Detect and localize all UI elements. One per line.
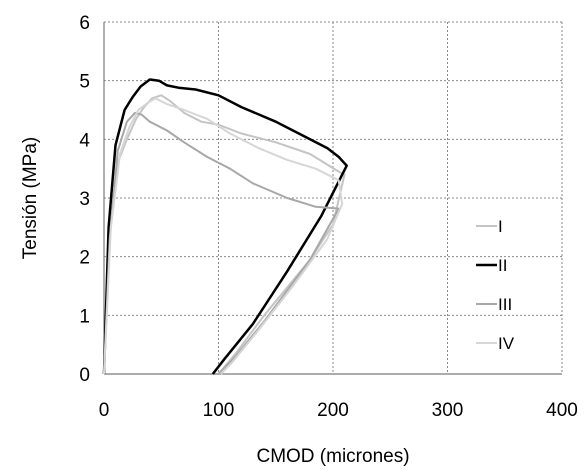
series-line-3 [103, 111, 340, 375]
tick-labels: 0 1 2 3 4 5 6 0 100 200 300 400 [79, 13, 577, 421]
series-line-1 [103, 94, 346, 375]
y-axis-title: Tensión (MPa) [20, 137, 41, 260]
series-line-2 [102, 78, 348, 375]
y-tick-label: 4 [79, 130, 90, 151]
x-tick-label: 400 [546, 400, 578, 421]
y-tick-label: 0 [79, 365, 90, 386]
y-tick-label: 1 [79, 306, 90, 327]
x-tick-label: 0 [99, 400, 110, 421]
legend-label: II [498, 256, 507, 275]
x-axis-title: CMOD (micrones) [256, 446, 409, 467]
axes [103, 22, 562, 375]
y-tick-label: 2 [79, 248, 90, 269]
legend-label: I [498, 217, 503, 236]
y-tick-label: 3 [79, 189, 90, 210]
x-tick-label: 300 [432, 400, 464, 421]
y-tick-label: 6 [79, 13, 90, 34]
series-lines [102, 78, 348, 375]
legend-label: IV [498, 334, 515, 353]
y-tick-label: 5 [79, 72, 90, 93]
x-tick-label: 100 [203, 400, 235, 421]
series-line-4 [103, 97, 344, 375]
legend-label: III [498, 295, 512, 314]
x-tick-label: 200 [317, 400, 349, 421]
